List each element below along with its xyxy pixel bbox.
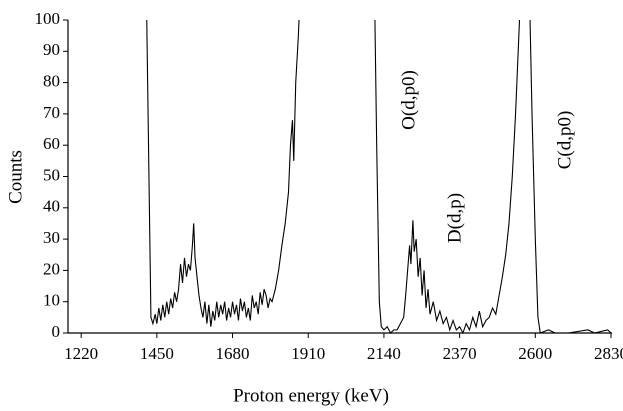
y-tick-label: 10 — [43, 291, 60, 310]
y-tick-label: 0 — [52, 322, 61, 341]
y-tick-label: 60 — [43, 134, 60, 153]
y-tick-label: 40 — [43, 197, 60, 216]
y-axis-label: Counts — [5, 150, 26, 204]
x-tick-label: 1680 — [216, 344, 250, 363]
x-tick-label: 2830 — [594, 344, 623, 363]
x-tick-label: 2600 — [518, 344, 552, 363]
x-tick-label: 1910 — [291, 344, 325, 363]
x-tick-label: 1220 — [64, 344, 98, 363]
x-tick-label: 2370 — [443, 344, 477, 363]
y-tick-label: 100 — [35, 9, 61, 28]
y-tick-label: 30 — [43, 228, 60, 247]
y-tick-label: 90 — [43, 40, 60, 59]
y-tick-label: 80 — [43, 72, 60, 91]
y-tick-label: 20 — [43, 259, 60, 278]
data-line — [146, 20, 612, 335]
y-tick-label: 50 — [43, 165, 60, 184]
annotation: D(d,p) — [444, 193, 465, 243]
x-tick-label: 2140 — [367, 344, 401, 363]
annotation: O(d,p0) — [398, 70, 419, 130]
y-tick-label: 70 — [43, 103, 60, 122]
x-axis-label: Proton energy (keV) — [233, 385, 389, 406]
x-tick-label: 1450 — [140, 344, 174, 363]
annotation: C(d,p0) — [554, 111, 575, 170]
